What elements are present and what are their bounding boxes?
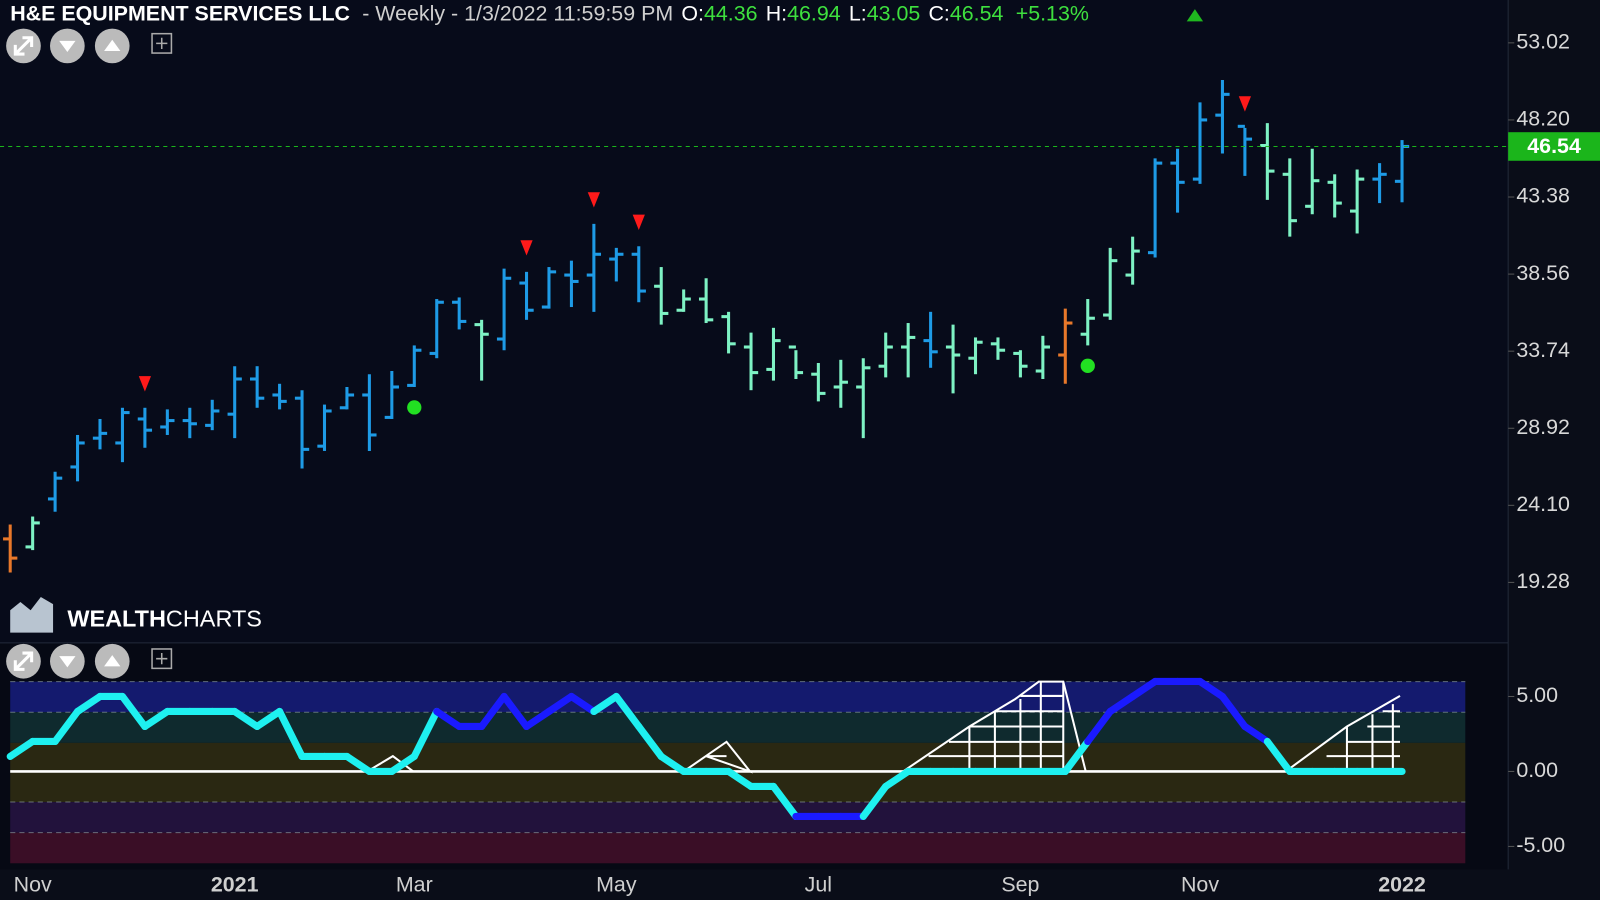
indicator-segment (612, 692, 643, 731)
band (10, 681, 1466, 713)
logo-light: CHARTS (166, 606, 262, 632)
symbol-title: H&E EQUIPMENT SERVICES LLC (10, 1, 350, 25)
indicator-segment (882, 767, 912, 791)
indicator-segment (51, 707, 82, 746)
indicator-segment (276, 707, 306, 761)
y-tick-label: 38.56 (1516, 261, 1570, 285)
indicator-segment (343, 752, 373, 776)
indicator-segment (1106, 692, 1137, 716)
buy-signal (407, 400, 422, 415)
band (10, 832, 1466, 864)
x-tick-label: 2021 (211, 872, 259, 896)
price-panel (0, 0, 1508, 643)
open-value: 44.36 (704, 1, 758, 25)
indicator-segment (6, 737, 37, 761)
indicator-segment (1263, 737, 1294, 776)
x-tick-label: 2022 (1378, 872, 1426, 896)
indicator-segment (657, 752, 688, 776)
sell-signal (520, 240, 533, 256)
indicator-segment (73, 692, 104, 716)
up-arrow (1186, 9, 1204, 22)
x-tick-label: Mar (396, 872, 433, 896)
x-tick-label: Sep (1001, 872, 1039, 896)
sell-signal (632, 214, 645, 230)
header: H&E EQUIPMENT SERVICES LLC - Weekly - 1/3… (10, 1, 1089, 25)
sell-signal (138, 376, 152, 392)
indicator-segment (1218, 692, 1249, 731)
sell-signal (587, 192, 600, 208)
indicator-segment (1129, 677, 1159, 701)
logo-icon (10, 596, 54, 633)
indicator-segment (725, 767, 755, 791)
y-tick-label: 43.38 (1516, 184, 1570, 208)
icon (13, 651, 34, 671)
logo-text: WEALTHCHARTS (67, 606, 262, 632)
icon (59, 40, 76, 53)
y-tick-label: 48.20 (1516, 107, 1570, 131)
indicator-segment (141, 707, 171, 731)
indicator-segment (253, 707, 284, 731)
o-label: O: (681, 1, 704, 25)
sell-signal (1238, 96, 1252, 112)
close-value: 46.54 (950, 1, 1004, 25)
indicator-segment (522, 707, 553, 731)
icon (156, 653, 168, 665)
buy-signal (1080, 358, 1095, 373)
indicator-segment (231, 707, 261, 731)
icon (104, 655, 121, 667)
x-tick-label: Nov (1181, 872, 1219, 896)
indicator-segment (545, 692, 575, 716)
y-tick-label: 53.02 (1516, 30, 1570, 54)
indicator-segment (500, 692, 531, 731)
indicator-segment (1061, 737, 1092, 776)
indicator-segment (478, 692, 508, 731)
high-value: 46.94 (787, 1, 841, 25)
icon (59, 656, 76, 668)
y-tick-label: 28.92 (1516, 415, 1570, 439)
indicator-segment (1241, 722, 1271, 746)
x-tick-label: Jul (805, 872, 832, 896)
y-tick-label: 0.00 (1516, 758, 1558, 782)
last-price-tag (1508, 132, 1600, 161)
band (10, 802, 1466, 833)
indicator-segment (859, 782, 890, 820)
indicator-segment (567, 692, 598, 716)
low-value: 43.05 (867, 1, 921, 25)
add-button[interactable] (151, 648, 173, 670)
indicator-segment (433, 707, 463, 731)
meta: - Weekly - 1/3/2022 11:59:59 PM (362, 1, 673, 25)
indicator-segment (635, 722, 665, 761)
y-tick-label: 19.28 (1516, 569, 1570, 593)
indicator-segment (769, 782, 800, 820)
toolbar (6, 28, 173, 679)
y-tick-label: 24.10 (1516, 492, 1570, 516)
add-button[interactable] (151, 32, 173, 54)
x-tick-label: May (596, 872, 637, 896)
h-label: H: (766, 1, 787, 25)
indicator-segment (388, 752, 418, 776)
indicator-segment (118, 692, 149, 731)
last-price-label: 46.54 (1527, 134, 1581, 158)
l-label: L: (849, 1, 867, 25)
change: +5.13% (1016, 1, 1089, 25)
x-tick-label: Nov (14, 872, 52, 896)
icon (13, 36, 34, 56)
logo: WEALTHCHARTS (10, 596, 262, 633)
indicator-segment (410, 707, 441, 761)
indicator-segment (590, 692, 620, 716)
y-tick-label: -5.00 (1516, 833, 1565, 857)
wireframes (366, 680, 1401, 774)
band-lines (10, 681, 1466, 834)
indicator-segment (1084, 707, 1114, 746)
c-label: C: (928, 1, 949, 25)
icon (156, 37, 168, 49)
indicator-segment (1196, 677, 1227, 701)
icon (104, 39, 121, 52)
y-tick-label: 33.74 (1516, 338, 1570, 362)
logo-bold: WEALTH (67, 606, 166, 632)
y-tick-label: 5.00 (1516, 683, 1558, 707)
